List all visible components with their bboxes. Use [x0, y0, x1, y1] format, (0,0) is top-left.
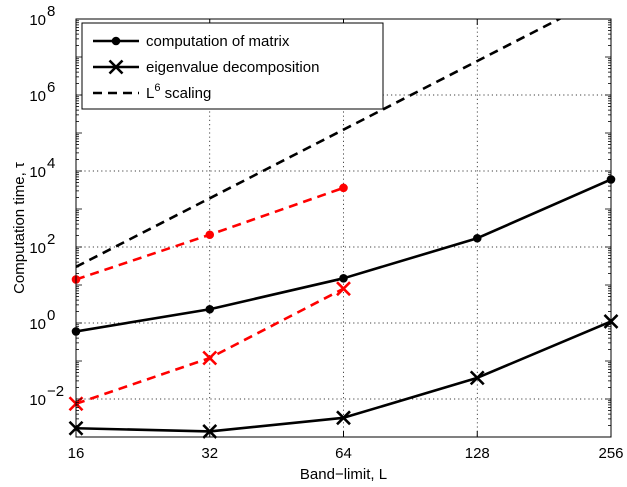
legend-label: eigenvalue decomposition [146, 59, 319, 76]
legend: computation of matrix eigenvalue decompos… [81, 22, 384, 110]
svg-text:10: 10 [29, 316, 46, 333]
y-tick-label: 108 [29, 3, 55, 29]
legend-label: L6 scaling [146, 82, 211, 102]
y-tick-label: 102 [29, 231, 55, 257]
x-axis-label: Band−limit, L [300, 466, 387, 483]
legend-marker [111, 36, 121, 46]
data-point [472, 233, 482, 243]
svg-text:−2: −2 [47, 383, 64, 400]
y-axis-label: Computation time, τ [11, 162, 28, 294]
x-tick-label: 64 [335, 445, 352, 462]
y-tick-label: 100 [29, 307, 55, 333]
y-tick-label: 104 [29, 155, 55, 181]
legend-marker [108, 59, 124, 75]
svg-text:10: 10 [29, 12, 46, 29]
x-tick-label: 32 [201, 445, 218, 462]
data-point [339, 183, 348, 193]
data-point [339, 274, 348, 283]
svg-text:10: 10 [29, 88, 46, 105]
legend-label: computation of matrix [146, 33, 290, 50]
svg-text:0: 0 [47, 307, 55, 324]
data-point [469, 370, 485, 386]
y-tick-label: 10−2 [29, 383, 64, 409]
x-tick-label: 256 [598, 445, 623, 462]
svg-text:4: 4 [47, 155, 55, 172]
data-point [336, 281, 351, 297]
svg-text:8: 8 [47, 3, 55, 20]
data-point [202, 350, 218, 366]
x-tick-label: 128 [465, 445, 490, 462]
series-line-3 [76, 19, 563, 269]
data-point [205, 304, 215, 314]
data-point [336, 410, 351, 426]
data-point [205, 230, 215, 240]
svg-text:6: 6 [47, 79, 55, 96]
svg-text:10: 10 [29, 240, 46, 257]
svg-text:10: 10 [29, 392, 46, 409]
y-tick-label: 106 [29, 79, 55, 105]
x-tick-label: 16 [68, 445, 85, 462]
svg-text:10: 10 [29, 164, 46, 181]
svg-text:2: 2 [47, 231, 55, 248]
